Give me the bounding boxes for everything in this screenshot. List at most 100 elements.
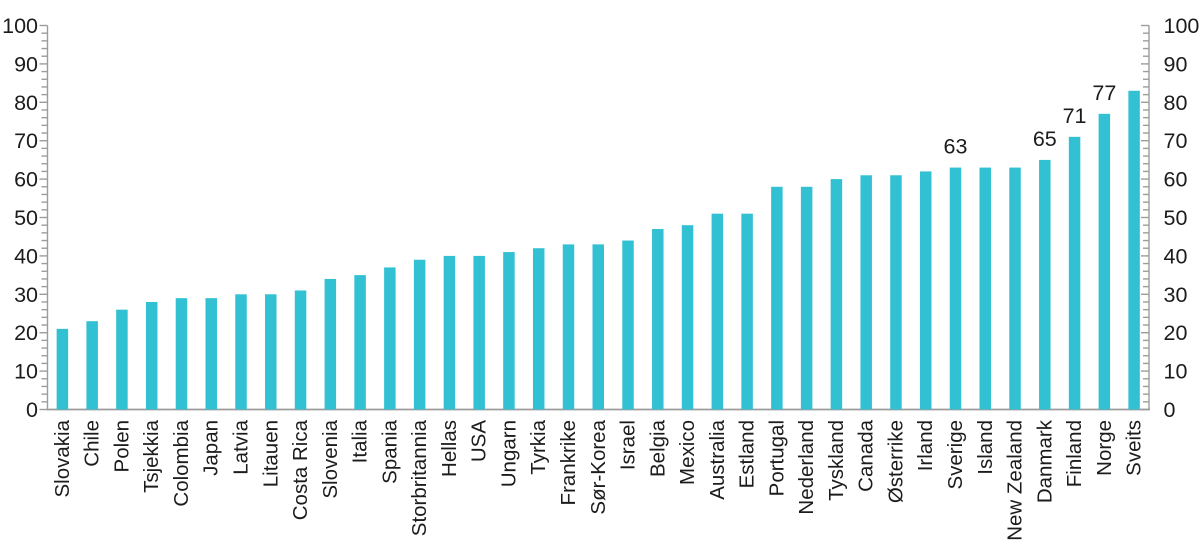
y-tick-label: 40	[14, 244, 38, 268]
y-tick-label: 100	[1164, 14, 1200, 38]
y-tick-label: 90	[14, 52, 38, 76]
category-label: Slovenia	[319, 419, 342, 498]
category-label: Nederland	[795, 420, 818, 515]
y-tick-label: 80	[1164, 91, 1188, 115]
category-label: Italia	[349, 419, 372, 463]
category-label: Portugal	[765, 420, 788, 496]
category-label: Norge	[1093, 420, 1116, 476]
bar	[1068, 136, 1081, 410]
y-tick-label: 30	[14, 283, 38, 307]
category-label: Storbritannia	[408, 419, 431, 536]
bar	[919, 171, 932, 410]
bar	[890, 175, 902, 410]
y-tick-label: 10	[1164, 360, 1188, 384]
bar	[443, 255, 456, 410]
y-tick-label: 30	[1164, 283, 1188, 307]
category-label: Tyrkia	[527, 419, 550, 474]
y-tick-label: 0	[1164, 398, 1176, 422]
bar	[86, 321, 98, 410]
y-tick-label: 20	[1164, 321, 1188, 345]
category-label: Israel	[617, 420, 640, 470]
category-label: Estland	[736, 420, 759, 488]
bar	[622, 240, 634, 410]
bar	[473, 255, 485, 410]
bar	[384, 267, 396, 410]
category-label: Ungarn	[497, 420, 520, 487]
category-label: New Zealand	[1004, 420, 1027, 541]
y-tick-label: 70	[1164, 129, 1188, 153]
bar	[741, 213, 753, 410]
bar	[711, 213, 724, 410]
bar	[830, 179, 843, 410]
bar	[175, 298, 188, 410]
bar	[860, 175, 872, 410]
category-label: Spania	[378, 419, 401, 483]
category-label: Polen	[110, 420, 133, 472]
category-label: Chile	[81, 420, 104, 467]
value-label: 77	[1092, 81, 1116, 105]
category-label: Irland	[914, 420, 937, 471]
value-label: 71	[1063, 104, 1087, 128]
bar	[205, 298, 217, 410]
category-label: Frankrike	[557, 420, 580, 505]
y-tick-label: 60	[14, 168, 38, 192]
category-label: Colombia	[170, 419, 193, 506]
bar	[1009, 167, 1021, 410]
category-label: Litauen	[259, 420, 282, 487]
bar	[1128, 90, 1140, 410]
category-label: Island	[974, 420, 997, 475]
bar	[771, 186, 783, 410]
y-tick-label: 80	[14, 91, 38, 115]
bar	[949, 167, 962, 410]
category-label: Canada	[855, 419, 878, 491]
category-label: Australia	[706, 419, 729, 499]
bar	[681, 225, 694, 410]
bar	[652, 229, 664, 410]
y-tick-label: 50	[1164, 206, 1188, 230]
y-tick-label: 90	[1164, 52, 1188, 76]
category-label: Mexico	[676, 420, 699, 485]
bar	[592, 244, 604, 410]
bar	[503, 252, 515, 410]
y-tick-label: 0	[26, 398, 38, 422]
y-tick-label: 50	[14, 206, 38, 230]
category-label: Tyskland	[825, 420, 848, 501]
category-label: Hellas	[438, 420, 461, 477]
bar	[979, 167, 992, 410]
bar	[800, 186, 813, 410]
category-label: Sør-Korea	[587, 419, 610, 514]
bar	[56, 328, 69, 410]
bar	[532, 248, 545, 410]
bar	[562, 244, 575, 410]
bar	[294, 290, 307, 410]
category-label: Latvia	[230, 419, 253, 474]
bar	[354, 275, 366, 410]
category-label: Tsjekkia	[140, 419, 163, 493]
y-tick-label: 10	[14, 360, 38, 384]
category-labels: Slovakia Chile Polen Tsjekkia Colombia Japan L…	[51, 419, 1146, 541]
bar	[413, 259, 426, 410]
category-label: USA	[468, 420, 491, 462]
bar	[1039, 159, 1051, 410]
y-axis-labels-right: 0 10 20 30 40 50 60 70 80 90 100	[1164, 14, 1200, 422]
bar	[235, 294, 247, 410]
category-label: Østerrike	[884, 420, 907, 503]
category-label: Sveits	[1123, 420, 1146, 476]
bar	[265, 294, 277, 410]
y-tick-label: 20	[14, 321, 38, 345]
bar	[145, 301, 158, 410]
category-label: Finland	[1063, 420, 1086, 487]
y-axis-labels-left: 0 10 20 30 40 50 60 70 80 90 100	[2, 14, 38, 422]
category-label: Japan	[200, 420, 223, 476]
y-tick-label: 40	[1164, 244, 1188, 268]
bar	[324, 278, 337, 410]
category-label: Slovakia	[51, 419, 74, 497]
y-tick-label: 70	[14, 129, 38, 153]
bar	[1098, 113, 1111, 410]
value-label: 65	[1033, 127, 1057, 151]
category-label: Danmark	[1033, 419, 1056, 503]
bar	[116, 309, 128, 410]
